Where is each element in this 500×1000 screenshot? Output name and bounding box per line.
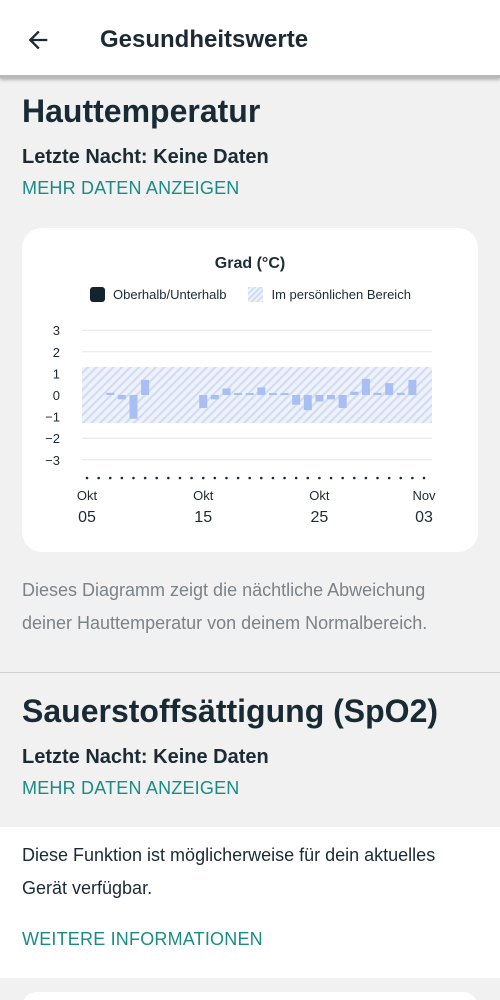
x-tick-dot [167,476,170,480]
legend-label-outside: Oberhalb/Unterhalb [113,287,227,302]
x-tick-dot [271,476,275,480]
x-tick-dot [143,476,147,480]
spo2-title: Sauerstoffsättigung (SpO2) [22,693,439,729]
chart-description: Dieses Diagramm zeigt die nächtliche Abw… [22,580,428,633]
data-bar [210,395,219,400]
data-bar [117,395,126,400]
data-bar [350,391,359,395]
data-bar [292,395,301,405]
skin-temp-chart: 3 2 1 0 −1 −2 −3 Okt 05 Okt 15 Okt 25 Nov 03 [45,323,436,526]
x-tick-dot [97,476,100,480]
y-tick-label: −3 [45,453,60,468]
x-tick-dot [306,476,310,480]
data-bar [106,392,115,395]
x-tick-dot [108,476,112,480]
data-bar [385,383,394,395]
back-button[interactable] [18,20,58,60]
availability-info-card: Diese Funktion ist möglicherweise für de… [0,827,500,978]
data-bar [129,395,138,419]
chart-title: Grad (°C) [214,255,286,272]
app-bar: Gesundheitswerte [0,0,500,78]
x-tick-day: 05 [78,509,96,526]
x-tick-dot [248,476,251,480]
skin-temp-last-night: Letzte Nacht: Keine Daten [22,146,269,168]
skin-temp-title: Hauttemperatur [22,93,261,129]
section-divider [0,672,500,673]
y-tick-label: −2 [45,431,60,446]
x-tick-dot [225,476,228,480]
data-bar [303,395,312,411]
x-tick-dot [155,476,159,480]
y-tick-label: 1 [53,366,60,381]
x-tick-month: Nov [412,488,436,503]
spo2-last-night: Letzte Nacht: Keine Daten [22,746,269,768]
legend-swatch-outside [90,287,105,302]
data-bar [315,395,324,402]
skin-temp-more-link[interactable]: MEHR DATEN ANZEIGEN [22,178,240,198]
x-tick-dot [201,476,205,480]
x-tick-dot [387,476,391,480]
x-tick-dot [294,476,298,480]
x-tick-dot [411,476,414,480]
data-bar [141,379,150,395]
data-bar [257,387,266,395]
x-tick-day: 03 [415,509,433,526]
x-tick-dot [85,476,89,480]
x-tick-dot [341,476,344,480]
data-bar [245,393,254,395]
x-tick-dot [329,476,333,480]
data-bar [199,395,208,408]
legend-item-outside: Oberhalb/Unterhalb [90,287,226,302]
x-tick-dot [422,476,426,480]
legend-item-range: Im persönlichen Bereich [248,287,411,302]
x-tick-dot [376,476,379,480]
skin-temp-chart-card: Grad (°C) Oberhalb/Unterhalb Im persönli… [22,228,478,552]
data-bar [222,388,231,395]
legend-label-range: Im persönlichen Bereich [271,287,411,302]
x-tick-dot [190,476,193,480]
x-tick-dot [120,476,124,480]
x-tick-day: 25 [311,509,329,526]
x-tick-dot [283,476,286,480]
y-tick-label: −1 [45,410,60,425]
y-tick-label: 0 [53,388,60,403]
y-tick-label: 3 [53,323,60,338]
x-tick-month: Okt [77,488,98,503]
arrow-left-icon [28,30,48,50]
x-tick-dot [132,476,135,480]
availability-text: Diese Funktion ist möglicherweise für de… [22,845,436,898]
data-bar [280,393,289,395]
next-card [22,992,478,1000]
x-tick-dot [318,476,321,480]
chart-legend: Oberhalb/Unterhalb Im persönlichen Berei… [90,287,433,302]
x-tick-dot [236,476,240,480]
data-bar [408,379,417,395]
data-bar [361,378,370,395]
x-tick-month: Okt [309,488,330,503]
legend-swatch-range [248,287,264,302]
data-bar [327,395,336,400]
x-tick-dot [364,476,368,480]
x-tick-dot [178,476,182,480]
x-tick-month: Okt [193,488,214,503]
x-tick-dot [399,476,403,480]
data-bar [373,392,382,395]
page-title: Gesundheitswerte [100,26,309,53]
data-bar [396,392,405,395]
x-tick-day: 15 [194,509,212,526]
x-tick-dot [352,476,356,480]
data-bar [268,393,277,395]
data-bar [234,393,243,395]
x-tick-dot [260,476,263,480]
more-info-link[interactable]: WEITERE INFORMATIONEN [22,929,263,949]
spo2-more-link[interactable]: MEHR DATEN ANZEIGEN [22,778,240,798]
x-tick-dot [213,476,217,480]
data-bar [338,395,347,408]
y-tick-label: 2 [53,345,60,360]
